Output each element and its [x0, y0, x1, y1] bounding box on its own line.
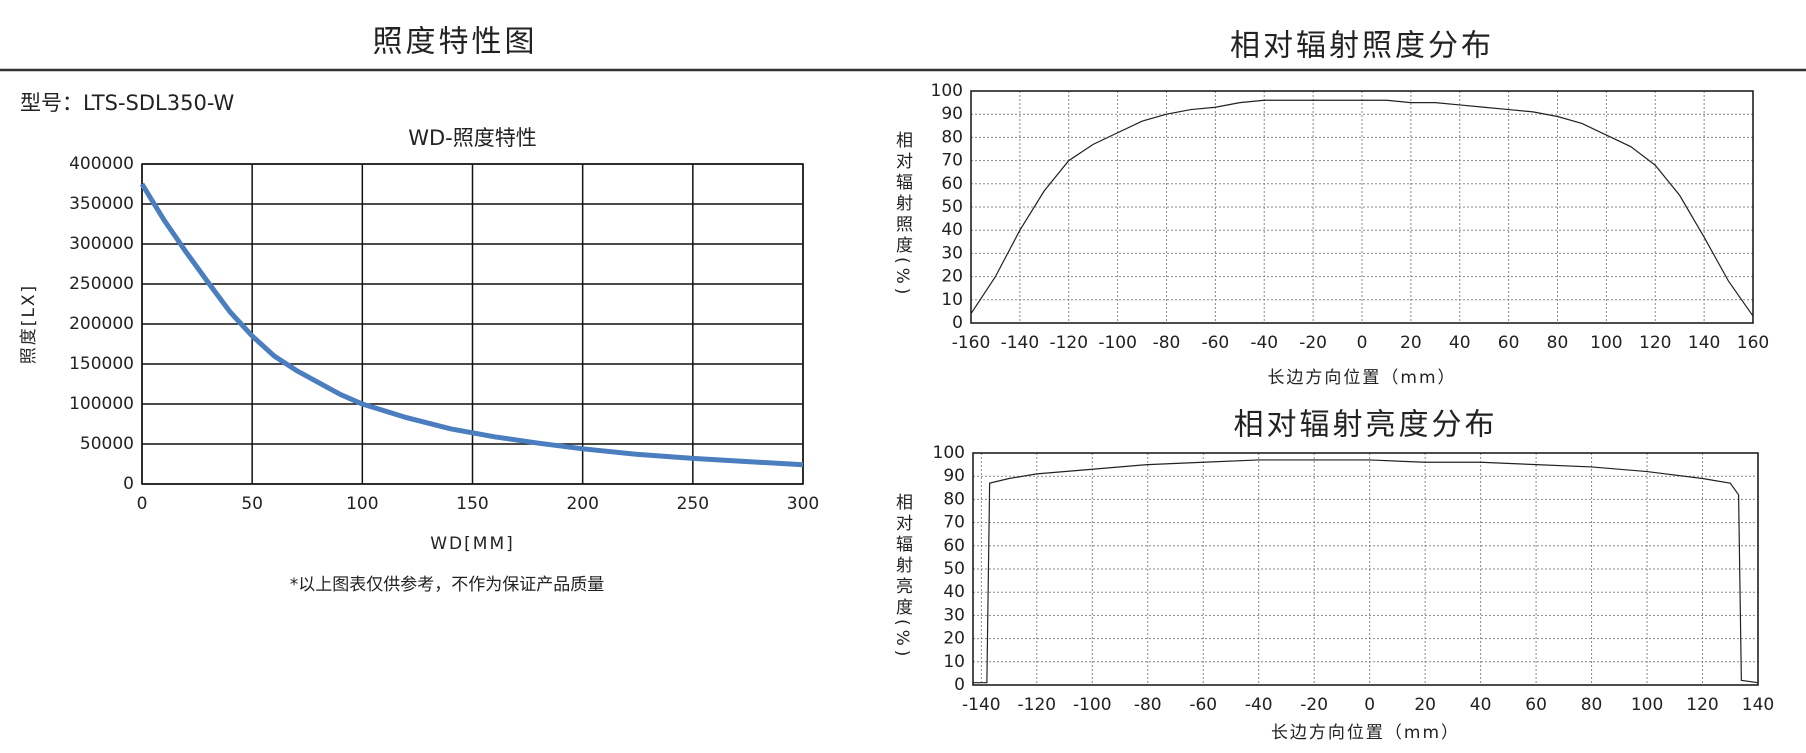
x-tick-label: 300 [787, 494, 819, 514]
y-tick-label: 350000 [69, 194, 134, 214]
x-tick-label: 0 [1364, 695, 1375, 715]
x-tick-label: -40 [1250, 333, 1278, 353]
y-tick-label: 0 [954, 675, 965, 695]
y-tick-label: 0 [952, 313, 963, 333]
x-tick-label: 100 [1631, 695, 1663, 715]
x-axis-label: 长边方向位置（mm） [1271, 723, 1460, 743]
x-tick-label: 200 [566, 494, 598, 514]
y-tick-label: 0 [123, 474, 134, 494]
x-tick-label: 120 [1686, 695, 1718, 715]
x-tick-label: -140 [1001, 333, 1040, 353]
data-line [973, 459, 1759, 684]
x-tick-label: -160 [952, 333, 991, 353]
x-tick-label: 60 [1525, 695, 1547, 715]
y-tick-label: 70 [941, 151, 963, 171]
data-line [139, 182, 804, 468]
y-tick-label: 70 [943, 513, 965, 533]
x-tick-label: 20 [1414, 695, 1436, 715]
model: 型号：LTS-SDL350-W [20, 91, 235, 115]
y-tick-label: 30 [941, 243, 963, 263]
plot-frame [972, 452, 1759, 686]
x-tick-label: 50 [241, 494, 263, 514]
chart-title: 相对辐射亮度分布 [1234, 408, 1498, 443]
x-tick-label: 100 [1590, 333, 1622, 353]
x-tick-label: 100 [346, 494, 378, 514]
y-tick-label: 10 [943, 652, 965, 672]
plot-frame [141, 163, 804, 485]
y-tick-label: 20 [943, 629, 965, 649]
y-tick-label: 90 [941, 104, 963, 124]
x-tick-label: -100 [1098, 333, 1137, 353]
chart-title: 相对辐射照度分布 [1230, 29, 1494, 64]
y-axis-label: 照度[LX] [19, 284, 39, 364]
x-tick-label: 140 [1742, 695, 1774, 715]
note: *以上图表仅供参考，不作为保证产品质量 [290, 575, 605, 595]
x-tick-label: 80 [1581, 695, 1603, 715]
y-tick-label: 80 [941, 127, 963, 147]
x-tick-label: -20 [1300, 695, 1328, 715]
y-tick-label: 30 [943, 605, 965, 625]
x-tick-label: -80 [1134, 695, 1162, 715]
x-tick-label: -120 [1049, 333, 1088, 353]
y-axis-label: 相对辐射照度(%) [892, 131, 913, 298]
x-tick-label: 80 [1547, 333, 1569, 353]
y-tick-label: 200000 [69, 314, 134, 334]
y-tick-label: 300000 [69, 234, 134, 254]
y-tick-label: 40 [943, 582, 965, 602]
x-tick-label: 0 [1357, 333, 1368, 353]
x-axis-label: 长边方向位置（mm） [1267, 368, 1456, 388]
x-tick-label: 0 [137, 494, 148, 514]
x-tick-label: -60 [1189, 695, 1217, 715]
y-axis-label: 相对辐射亮度(%) [892, 493, 913, 660]
x-tick-label: -40 [1245, 695, 1273, 715]
x-tick-label: 40 [1470, 695, 1492, 715]
plot-frame [970, 90, 1754, 324]
y-tick-label: 60 [941, 174, 963, 194]
y-tick-label: 50 [943, 559, 965, 579]
y-tick-label: 150000 [69, 354, 134, 374]
x-tick-label: 250 [677, 494, 709, 514]
y-tick-label: 100 [933, 443, 965, 463]
y-tick-label: 90 [943, 466, 965, 486]
x-tick-label: -80 [1153, 333, 1181, 353]
x-axis-label: WD[MM] [430, 534, 515, 554]
x-tick-label: 40 [1449, 333, 1471, 353]
y-tick-label: 50000 [80, 434, 134, 454]
x-tick-label: 120 [1639, 333, 1671, 353]
y-tick-label: 50 [941, 197, 963, 217]
x-tick-label: 150 [456, 494, 488, 514]
y-tick-label: 40 [941, 220, 963, 240]
x-tick-label: -60 [1201, 333, 1229, 353]
y-tick-label: 100000 [69, 394, 134, 414]
chart-title: WD-照度特性 [408, 126, 537, 150]
y-tick-label: 10 [941, 290, 963, 310]
y-tick-label: 80 [943, 489, 965, 509]
x-tick-label: -140 [962, 695, 1001, 715]
x-tick-label: 60 [1498, 333, 1520, 353]
y-tick-label: 250000 [69, 274, 134, 294]
y-tick-label: 400000 [69, 154, 134, 174]
y-tick-label: 20 [941, 267, 963, 287]
y-tick-label: 100 [931, 81, 963, 101]
x-tick-label: 160 [1737, 333, 1769, 353]
x-tick-label: -20 [1299, 333, 1327, 353]
x-tick-label: -100 [1073, 695, 1112, 715]
data-line [970, 99, 1754, 317]
left-title: 照度特性图 [373, 25, 538, 60]
x-tick-label: 140 [1688, 333, 1720, 353]
y-tick-label: 60 [943, 536, 965, 556]
x-tick-label: 20 [1400, 333, 1422, 353]
x-tick-label: -120 [1018, 695, 1057, 715]
